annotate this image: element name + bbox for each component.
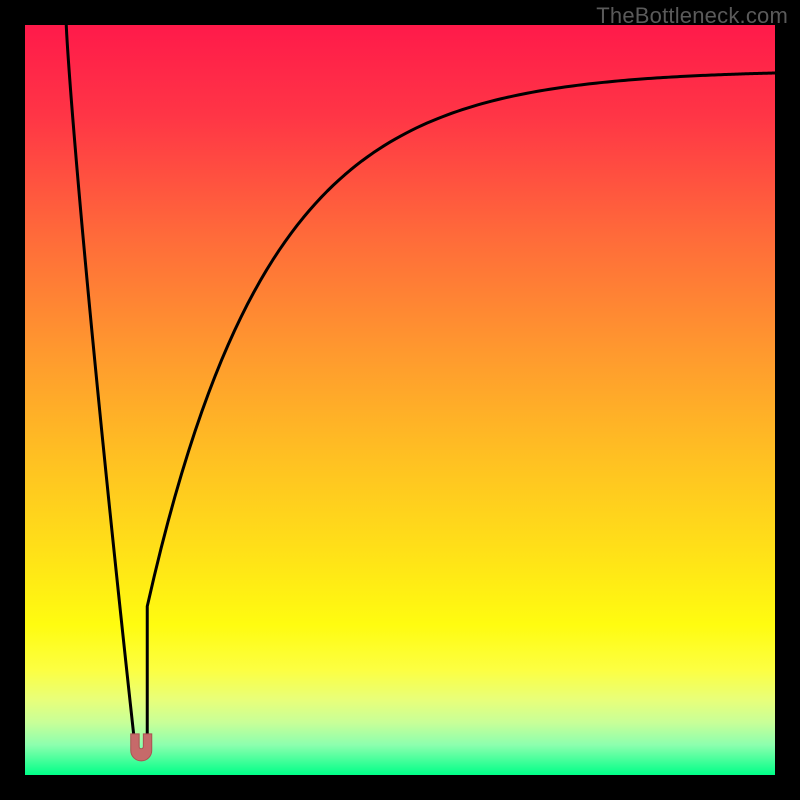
watermark-text: TheBottleneck.com	[596, 3, 788, 29]
bottleneck-plot	[25, 25, 775, 775]
plot-svg	[25, 25, 775, 775]
